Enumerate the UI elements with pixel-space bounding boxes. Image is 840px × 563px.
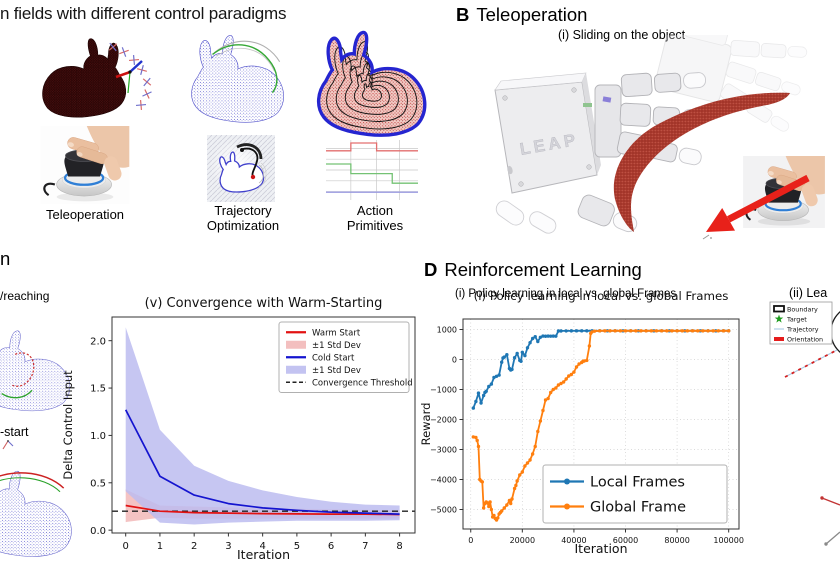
svg-text:40000: 40000: [561, 536, 586, 545]
panel-b-title: Teleoperation: [476, 4, 588, 25]
rl-reward-chart: 0 20000 40000 60000 80000 100000 1000 0 −1000 −20…: [420, 289, 744, 556]
svg-text:8: 8: [396, 541, 402, 552]
svg-text:Convergence Threshold: Convergence Threshold: [312, 378, 413, 388]
cold-start-bunny: [0, 465, 84, 563]
svg-text:1.5: 1.5: [90, 384, 106, 395]
svg-text:0: 0: [468, 536, 473, 545]
mini-frame-icon: [108, 42, 118, 52]
warm-start-bunny: [0, 325, 82, 417]
svg-text:−5000: −5000: [430, 505, 457, 514]
frame-triad-icon: [115, 60, 143, 94]
svg-text:2.0: 2.0: [90, 336, 106, 347]
svg-text:−2000: −2000: [430, 415, 457, 424]
panel-c-heading-fragment: n: [0, 248, 11, 269]
mini-frame-icon: [119, 47, 129, 57]
label-teleoperation: Teleoperation: [45, 207, 125, 222]
panel-c-caption-fragment: /reaching: [0, 289, 50, 303]
svg-text:±1 Std Dev: ±1 Std Dev: [312, 341, 361, 351]
tiny-frame-icon: [0, 438, 18, 452]
svg-text:Global Frame: Global Frame: [590, 500, 686, 516]
spacemouse-photo-b: [742, 156, 826, 228]
svg-text:6: 6: [328, 541, 334, 552]
panel-d2-caption-fragment: (ii) Lea: [789, 286, 828, 300]
warm-start-label-fragment: -start: [0, 425, 29, 439]
svg-text:Delta Control Input: Delta Control Input: [61, 370, 75, 480]
svg-text:3: 3: [225, 541, 231, 552]
svg-text:20000: 20000: [510, 536, 535, 545]
panel-d-title: Reinforcement Learning: [444, 259, 642, 280]
pointcloud-bunny-teleoperation: [20, 25, 168, 137]
svg-text:Boundary: Boundary: [787, 305, 818, 313]
mini-frame-icon: [142, 89, 152, 99]
svg-text:0: 0: [452, 355, 457, 364]
svg-text:5: 5: [294, 541, 300, 552]
svg-text:±1 Std Dev: ±1 Std Dev: [312, 366, 361, 376]
svg-text:7: 7: [362, 541, 368, 552]
panel-b-letter: B: [456, 4, 470, 25]
svg-text:0.5: 0.5: [90, 478, 106, 489]
svg-text:0.0: 0.0: [90, 526, 106, 537]
svg-text:Cold Start: Cold Start: [312, 353, 355, 363]
svg-text:−3000: −3000: [430, 445, 457, 454]
svg-text:100000: 100000: [713, 536, 744, 545]
target-star-icon: [774, 314, 784, 323]
svg-text:Target: Target: [786, 315, 807, 323]
svg-text:Iteration: Iteration: [237, 547, 290, 560]
mini-frame-icon: [135, 99, 147, 111]
svg-text:80000: 80000: [664, 536, 689, 545]
action-primitives-miniplot: [326, 140, 418, 200]
orientation-bar-icon: [774, 337, 784, 341]
panel-d-heading: D Reinforcement Learning: [424, 259, 642, 281]
chart-legend: [278, 321, 410, 393]
figure-title-fragment: n fields with different control paradigm…: [0, 4, 287, 23]
svg-text:−4000: −4000: [430, 475, 457, 484]
frames-panel-fragment: Boundary Target Trajectory Orientation: [760, 282, 840, 560]
svg-text:60000: 60000: [613, 536, 638, 545]
pointcloud-bunny-action-primitives: [303, 25, 439, 143]
svg-text:Warm Start: Warm Start: [312, 328, 361, 338]
svg-text:1: 1: [157, 541, 163, 552]
trajectory-optimization-thumbnail: [207, 135, 275, 202]
svg-text:(i) Policy learning in local v: (i) Policy learning in local vs. global …: [474, 289, 729, 303]
chart-legend: [542, 464, 728, 524]
mini-frame-icon: [142, 77, 152, 87]
convergence-chart: 0 1 2 3 4 5 6 7 8 0.0 0.5 1.0 1.5 2.0 (v) Convergence …: [61, 296, 416, 560]
robot-hand-illustration: LEAP: [437, 35, 840, 245]
svg-text:0: 0: [123, 541, 129, 552]
boundary-swatch-icon: [773, 305, 785, 313]
panel-d-caption: (i) Policy learning in local vs. global …: [455, 288, 677, 300]
panel-b-caption: (i) Sliding on the object: [558, 28, 686, 42]
svg-text:Trajectory: Trajectory: [786, 325, 819, 333]
svg-text:Iteration: Iteration: [574, 541, 627, 556]
svg-text:−1000: −1000: [430, 385, 457, 394]
svg-text:Reward: Reward: [420, 403, 433, 446]
pointcloud-bunny-trajectory: [178, 25, 296, 133]
svg-text:1000: 1000: [437, 325, 457, 334]
mini-frame-icon: [137, 65, 147, 75]
label-action-primitives: Action Primitives: [346, 203, 404, 234]
label-trajectory-optimization: Trajectory Optimization: [206, 203, 280, 234]
panel-d-letter: D: [424, 259, 438, 280]
svg-text:Orientation: Orientation: [787, 335, 823, 343]
panel-b-heading: B Teleoperation: [456, 4, 587, 26]
spacemouse-photo: [36, 126, 134, 204]
svg-text:2: 2: [191, 541, 197, 552]
mini-frame-icon: [128, 54, 140, 66]
svg-text:(v) Convergence with Warm-Sta: (v) Convergence with Warm-Starting: [145, 296, 383, 311]
svg-text:4: 4: [259, 541, 265, 552]
svg-text:Local Frames: Local Frames: [590, 475, 685, 491]
red-arrow-icon: [690, 170, 830, 242]
svg-text:1.0: 1.0: [90, 431, 106, 442]
